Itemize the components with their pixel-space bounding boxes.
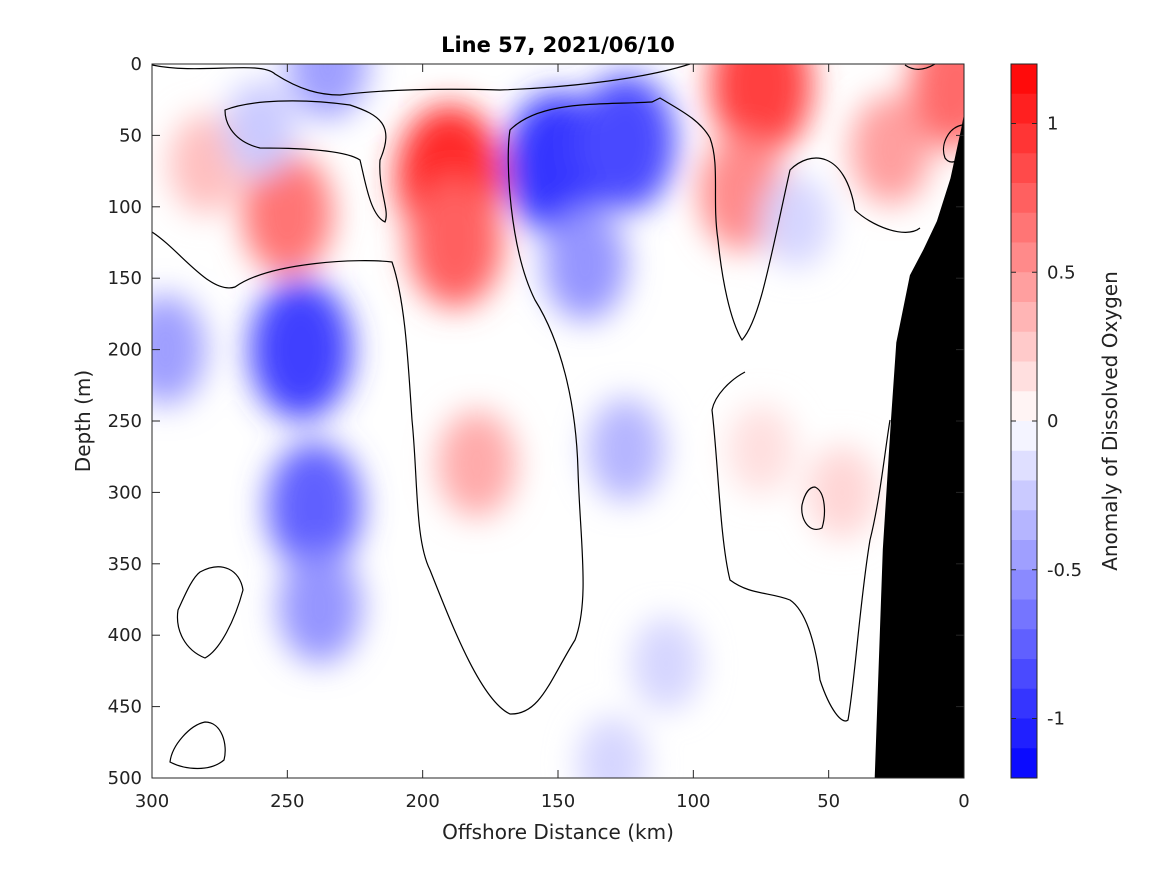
colorbar-band — [1011, 718, 1037, 749]
zero-contour-upper-left — [152, 97, 921, 715]
colorbar-band — [1011, 599, 1037, 630]
anomaly-negative-14 — [249, 279, 352, 420]
anomaly-negative-15 — [266, 441, 362, 572]
colorbar-band — [1011, 361, 1037, 392]
y-tick-label: 200 — [108, 340, 142, 361]
anomaly-negative-17 — [152, 294, 206, 405]
colorbar-band — [1011, 540, 1037, 571]
anomaly-positive-2 — [242, 152, 333, 276]
colorbar-band — [1011, 569, 1037, 600]
zero-contour-right-region — [711, 64, 936, 722]
anomaly-field — [152, 64, 964, 778]
anomaly-positive-3 — [169, 114, 244, 214]
anomaly-negative-21 — [631, 617, 701, 711]
x-tick-label: 100 — [676, 791, 710, 812]
colorbar-band — [1011, 183, 1037, 214]
colorbar-tick-label: 0.5 — [1047, 262, 1076, 283]
colorbar-band — [1011, 480, 1037, 511]
colorbar-band — [1011, 748, 1037, 779]
colorbar-level-bands — [1011, 64, 1037, 779]
colorbar-band — [1011, 629, 1037, 660]
y-tick-label: 300 — [108, 482, 142, 503]
zero-contour-bottom-island — [169, 721, 226, 770]
anomaly-positive-4 — [710, 64, 812, 156]
y-tick-label: 400 — [108, 625, 142, 646]
colorbar-tick-label: -0.5 — [1047, 560, 1082, 581]
colorbar-band — [1011, 302, 1037, 333]
x-tick-label: 150 — [541, 791, 575, 812]
y-tick-label: 450 — [108, 697, 142, 718]
chart-title: Line 57, 2021/06/10 — [441, 33, 675, 57]
anomaly-negative-19 — [224, 80, 297, 177]
anomaly-negative-22 — [761, 174, 831, 268]
colorbar-band — [1011, 421, 1037, 452]
anomaly-positive-6 — [850, 94, 932, 205]
colorbar-ticks: 1 0.5 0 -0.5 -1 — [1011, 114, 1082, 730]
colorbar-band — [1011, 123, 1037, 154]
y-axis-ticks: 0 50 100 150 200 250 300 350 400 450 500 — [108, 54, 964, 789]
y-tick-label: 350 — [108, 554, 142, 575]
seafloor-bathymetry — [874, 114, 964, 778]
colorbar-band — [1011, 272, 1037, 303]
colorbar-band — [1011, 688, 1037, 719]
colorbar-band — [1011, 510, 1037, 541]
y-axis-label: Depth (m) — [71, 370, 95, 472]
colorbar-band — [1011, 64, 1037, 95]
y-tick-label: 500 — [108, 768, 142, 789]
zero-contour-top-band — [152, 64, 691, 96]
x-axis-label: Offshore Distance (km) — [442, 820, 674, 844]
colorbar-band — [1011, 242, 1037, 273]
y-tick-label: 50 — [119, 125, 142, 146]
anomaly-positive-7 — [909, 64, 964, 149]
x-tick-label: 200 — [405, 791, 439, 812]
anomaly-negative-12 — [575, 74, 676, 211]
x-tick-label: 0 — [958, 791, 969, 812]
colorbar-label: Anomaly of Dissolved Oxygen — [1098, 271, 1122, 571]
anomaly-negative-16 — [278, 549, 362, 664]
colorbar-tick-label: 1 — [1047, 114, 1058, 135]
colorbar: 1 0.5 0 -0.5 -1 Anomaly of Dissolved Oxygen — [1010, 63, 1122, 779]
x-tick-label: 250 — [270, 791, 304, 812]
colorbar-band — [1011, 212, 1037, 243]
colorbar-band — [1011, 153, 1037, 184]
anomaly-negative-23 — [577, 717, 647, 778]
plot-area — [152, 64, 964, 778]
y-tick-label: 100 — [108, 197, 142, 218]
plot-axes: 300 250 200 150 100 50 0 050100150200250300350… — [71, 54, 970, 844]
y-tick-label: 250 — [108, 411, 142, 432]
anomaly-negative-13 — [543, 207, 627, 321]
y-tick-label: 150 — [108, 268, 142, 289]
colorbar-band — [1011, 391, 1037, 422]
colorbar-band — [1011, 450, 1037, 481]
y-tick-label: 0 — [131, 54, 142, 75]
colorbar-band — [1011, 93, 1037, 124]
anomaly-positive-9 — [807, 445, 877, 540]
zero-contour-lines — [152, 64, 963, 770]
colorbar-tick-label: -1 — [1047, 709, 1065, 730]
colorbar-band — [1011, 331, 1037, 362]
zero-contour-small-loop — [801, 486, 826, 530]
zero-contour-upper-loop — [224, 100, 387, 223]
anomaly-positive-10 — [727, 404, 795, 495]
anomaly-positive-8 — [437, 410, 517, 518]
x-axis-ticks: 300 250 200 150 100 50 0 — [135, 64, 970, 812]
x-tick-label: 300 — [135, 791, 169, 812]
anomaly-negative-20 — [587, 397, 664, 502]
zero-contour-left-island — [176, 566, 244, 659]
colorbar-tick-label: 0 — [1047, 411, 1058, 432]
x-tick-label: 50 — [817, 791, 840, 812]
anomaly-positive-1 — [407, 177, 503, 308]
colorbar-band — [1011, 659, 1037, 690]
